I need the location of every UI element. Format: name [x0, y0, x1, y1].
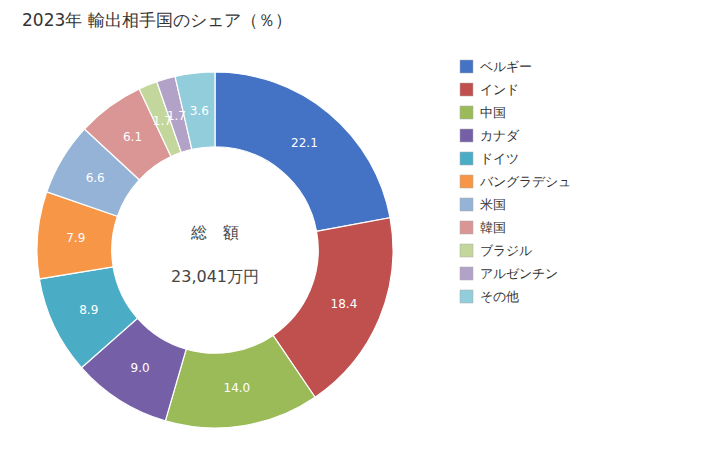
slice: [39, 267, 137, 368]
legend-swatch: [460, 244, 473, 257]
legend-swatch: [460, 290, 473, 303]
data-label: 8.9: [79, 303, 98, 317]
legend-swatch: [460, 60, 473, 73]
legend-item: アルゼンチン: [460, 266, 558, 281]
chart-svg: 2023年 輸出相手国のシェア（％） 22.1 18.4 14.0 9.0 8.9 7.9 6…: [0, 0, 728, 450]
legend-label: アルゼンチン: [480, 266, 558, 281]
legend-swatch: [460, 267, 473, 280]
legend: ベルギーインド中国カナダドイツバングラデシュ米国韓国ブラジルアルゼンチンその他: [460, 59, 571, 304]
slices: [37, 72, 393, 428]
legend-item: ドイツ: [460, 151, 519, 166]
data-label: 14.0: [223, 381, 250, 395]
data-label: 6.6: [86, 171, 105, 185]
center-label: 総 額: [190, 223, 239, 242]
legend-item: ブラジル: [460, 243, 532, 258]
donut: 22.118.414.09.08.97.96.66.11.71.73.6総 額2…: [37, 72, 393, 428]
legend-item: 韓国: [460, 220, 506, 235]
data-labels: 22.118.414.09.08.97.96.66.11.71.73.6: [66, 104, 357, 395]
legend-label: ドイツ: [480, 151, 519, 166]
slice: [215, 72, 390, 231]
legend-label: 韓国: [480, 220, 506, 235]
legend-swatch: [460, 152, 473, 165]
legend-swatch: [460, 106, 473, 119]
data-label: 18.4: [331, 297, 358, 311]
slice: [165, 335, 315, 428]
data-label: 6.1: [123, 130, 142, 144]
legend-swatch: [460, 83, 473, 96]
legend-label: その他: [480, 289, 519, 304]
legend-label: 中国: [480, 105, 506, 120]
legend-swatch: [460, 129, 473, 142]
data-label: 3.6: [190, 104, 209, 118]
legend-swatch: [460, 175, 473, 188]
legend-label: バングラデシュ: [479, 174, 571, 189]
legend-label: インド: [480, 82, 519, 97]
legend-item: インド: [460, 82, 519, 97]
data-label: 22.1: [291, 136, 318, 150]
legend-swatch: [460, 221, 473, 234]
chart-container: 2023年 輸出相手国のシェア（％） 22.1 18.4 14.0 9.0 8.9 7.9 6…: [0, 0, 728, 450]
chart-title: 2023年 輸出相手国のシェア（％）: [22, 10, 292, 30]
legend-item: カナダ: [460, 128, 520, 143]
data-label: 1.7: [167, 109, 186, 123]
legend-item: 中国: [460, 105, 506, 120]
legend-label: ブラジル: [480, 243, 532, 258]
legend-item: その他: [460, 289, 519, 304]
data-label: 9.0: [131, 361, 150, 375]
legend-swatch: [460, 198, 473, 211]
legend-label: 米国: [480, 197, 506, 212]
legend-item: ベルギー: [460, 59, 532, 74]
center-label: 23,041万円: [171, 267, 259, 286]
legend-item: バングラデシュ: [460, 174, 571, 189]
legend-label: ベルギー: [480, 59, 532, 74]
data-label: 7.9: [66, 231, 85, 245]
legend-item: 米国: [460, 197, 506, 212]
legend-label: カナダ: [480, 128, 520, 143]
